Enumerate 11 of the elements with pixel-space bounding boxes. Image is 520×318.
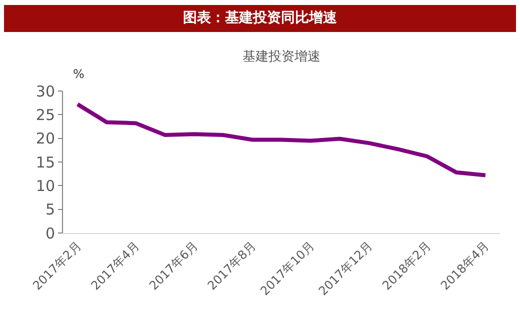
y-axis-title: % (73, 67, 84, 81)
y-tick-label: 10 (36, 176, 55, 195)
y-tick-label: 25 (36, 106, 55, 124)
y-tick-label: 30 (36, 82, 55, 100)
line-series (76, 102, 488, 178)
y-tick-label: 5 (45, 200, 55, 219)
y-tick-label: 0 (45, 224, 55, 242)
y-tick-label: 15 (36, 153, 55, 172)
chart-subtitle: 基建投资增速 (242, 50, 320, 65)
chart-title: 图表：基建投资同比增速 (4, 5, 516, 32)
y-tick-label: 20 (36, 130, 55, 148)
